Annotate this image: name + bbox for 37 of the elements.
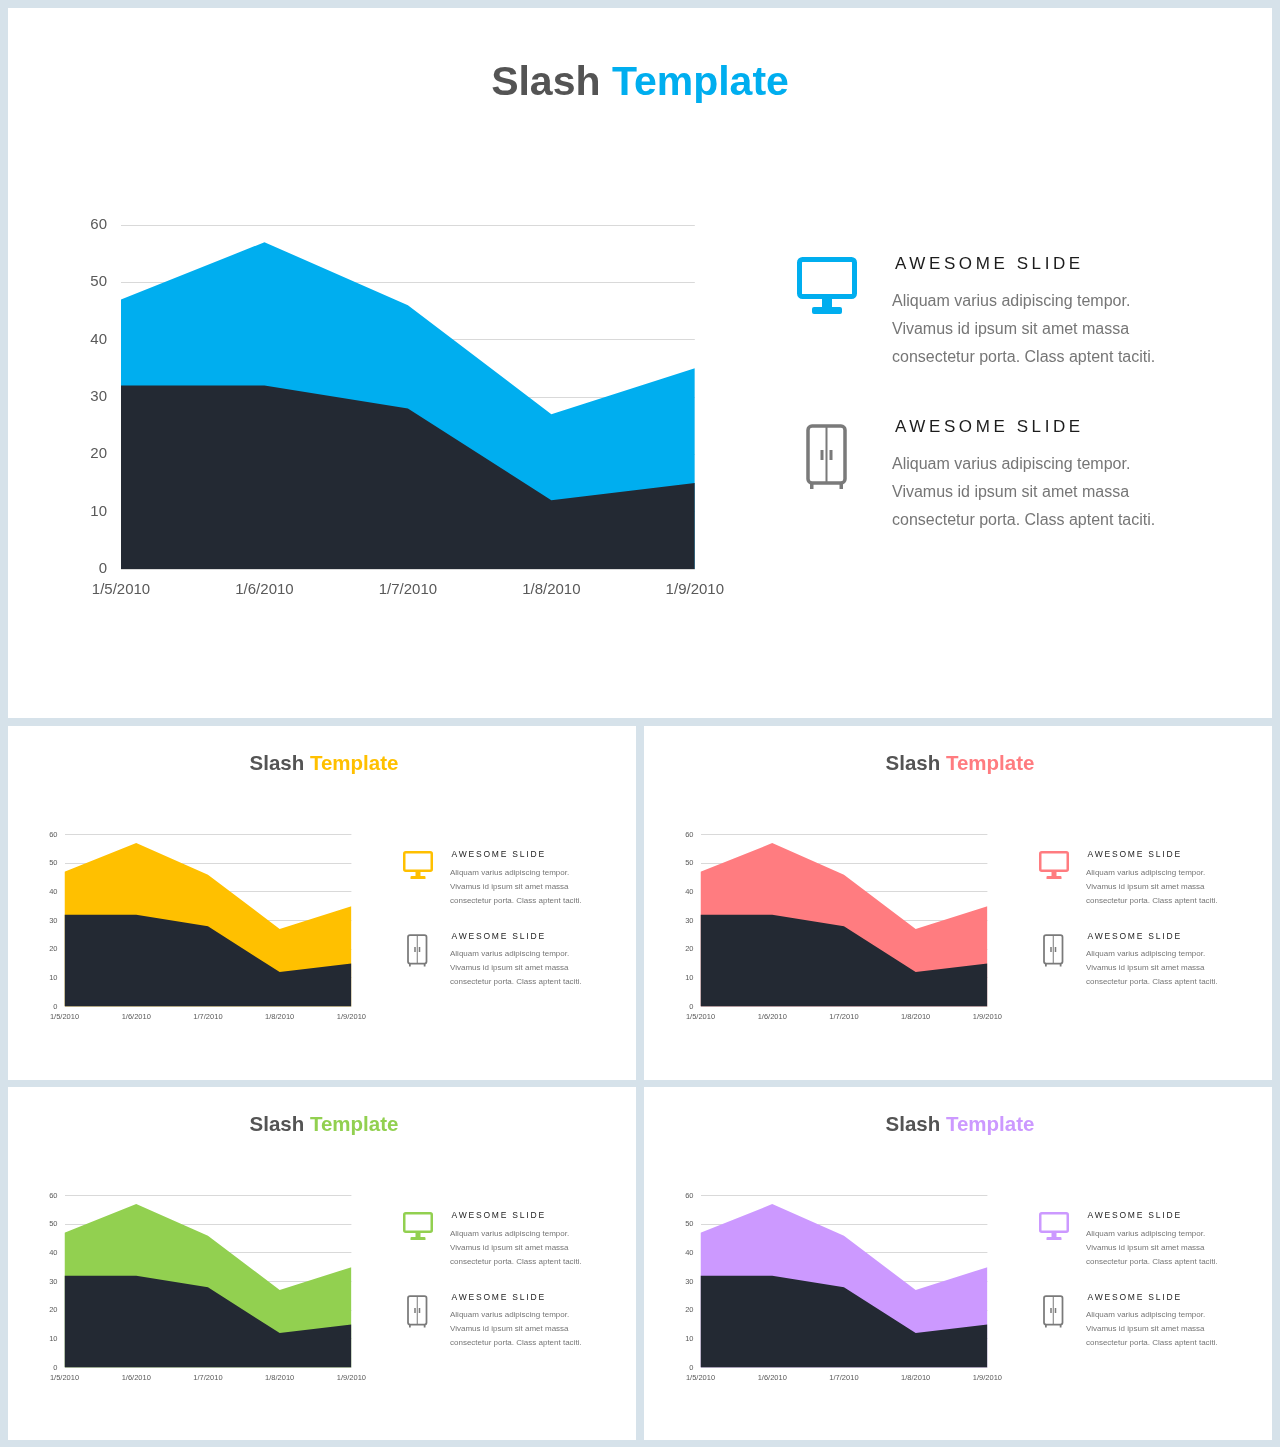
y-tick-label: 0 [98, 559, 107, 577]
x-tick-label: 1/5/2010 [91, 580, 151, 598]
y-tick-label: 20 [90, 444, 107, 462]
x-tick-label: 1/7/2010 [378, 580, 438, 598]
text: Aliquam varius adipiscing tempor. Vivamus id ipsum sit amet massa consectetur porta. Class aptent taciti. [1086, 948, 1219, 988]
y-tick-label: 10 [90, 501, 107, 519]
text: Aliquam varius adipiscing tempor. Vivamus id ipsum sit amet massa consectetur porta. Class aptent taciti. [892, 291, 1157, 367]
text: AWESOME SLIDE [451, 1291, 546, 1302]
x-tick-label: 1/8/2010 [522, 580, 581, 598]
chart-title: Slash Template [885, 751, 1035, 774]
y-tick-label: 30 [90, 387, 107, 405]
text: Aliquam varius adipiscing tempor. Vivamus id ipsum sit amet massa consectetur porta. Class aptent taciti. [892, 454, 1157, 530]
x-tick-label: 1/9/2010 [665, 580, 724, 598]
text: Aliquam varius adipiscing tempor. Vivamus id ipsum sit amet massa consectetur porta. Class aptent taciti. [450, 948, 583, 988]
text: AWESOME SLIDE [895, 254, 1084, 275]
x-tick-label: 1/6/2010 [235, 580, 294, 598]
chart-title: Slash Template [491, 58, 789, 104]
text: AWESOME SLIDE [1087, 930, 1182, 941]
text: Aliquam varius adipiscing tempor. Vivamus id ipsum sit amet massa consectetur porta. Class aptent taciti. [1086, 1227, 1219, 1268]
y-tick-label: 60 [90, 215, 107, 233]
text: AWESOME SLIDE [1087, 1210, 1182, 1221]
text: AWESOME SLIDE [1087, 849, 1182, 860]
chart-title: Slash Template [249, 751, 399, 774]
chart-title: Slash Template [885, 1112, 1035, 1135]
text: AWESOME SLIDE [451, 930, 546, 941]
text: AWESOME SLIDE [895, 417, 1084, 438]
text: Aliquam varius adipiscing tempor. Vivamus id ipsum sit amet massa consectetur porta. Class aptent taciti. [1086, 1309, 1219, 1349]
text: Aliquam varius adipiscing tempor. Vivamus id ipsum sit amet massa consectetur porta. Class aptent taciti. [450, 866, 583, 907]
text: Aliquam varius adipiscing tempor. Vivamus id ipsum sit amet massa consectetur porta. Class aptent taciti. [1086, 866, 1219, 907]
y-tick-label: 50 [90, 272, 107, 290]
chart-title: Slash Template [249, 1112, 399, 1135]
text: AWESOME SLIDE [451, 1210, 546, 1221]
y-tick-label: 40 [90, 329, 107, 347]
text: Aliquam varius adipiscing tempor. Vivamus id ipsum sit amet massa consectetur porta. Class aptent taciti. [450, 1309, 583, 1349]
text: AWESOME SLIDE [451, 849, 546, 860]
text: Aliquam varius adipiscing tempor. Vivamus id ipsum sit amet massa consectetur porta. Class aptent taciti. [450, 1227, 583, 1268]
text: AWESOME SLIDE [1087, 1291, 1182, 1302]
